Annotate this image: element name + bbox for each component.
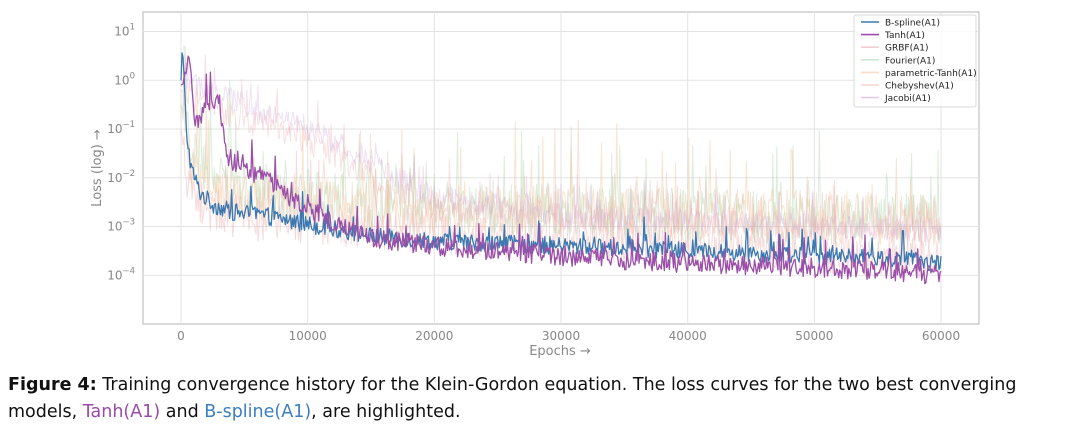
caption-text-1: Training convergence history for the Kle… [8, 375, 1017, 422]
x-tick-label: 50000 [795, 329, 833, 343]
caption-text-2: and [160, 402, 205, 422]
legend-label: Tanh(A1) [884, 31, 925, 41]
series-lines [180, 45, 942, 285]
y-tick-label: 10−4 [107, 266, 135, 282]
caption-bspline-name: B-spline(A1) [204, 402, 312, 422]
y-tick-label: 100 [114, 71, 135, 87]
series-line-parametric-tanh-a1 [180, 91, 942, 247]
series-line-tanh-a1 [180, 55, 942, 285]
x-tick-label: 10000 [289, 329, 327, 343]
y-tick-label: 10−2 [107, 169, 135, 185]
y-tick-label: 10−3 [107, 218, 135, 234]
legend-label: B-spline(A1) [885, 19, 940, 29]
x-tick-label: 30000 [542, 329, 580, 343]
y-tick-label: 101 [114, 23, 135, 39]
legend-label: GRBF(A1) [885, 44, 928, 54]
loss-chart: 0 10000 20000 30000 40000 50000 60000 10−4 10−3… [90, 11, 980, 359]
caption-text-3: , are highlighted. [311, 402, 461, 422]
series-line-jacobi-a1 [180, 59, 942, 243]
x-tick-label: 40000 [669, 329, 707, 343]
series-line-fourier-a1 [180, 45, 942, 246]
series-line-b-spline-a1 [180, 52, 942, 272]
legend: B-spline(A1) Tanh(A1) GRBF(A1) Fourier(A1) p… [853, 14, 977, 108]
x-tick-label: 20000 [415, 329, 453, 343]
x-axis-label: Epochs → [529, 344, 591, 359]
legend-label: Jacobi(A1) [884, 94, 931, 104]
x-tick-label: 60000 [922, 329, 960, 343]
legend-box [853, 14, 977, 108]
x-tick-label: 0 [177, 329, 185, 343]
legend-label: Chebyshev(A1) [885, 82, 954, 92]
caption-label: Figure 4: [8, 375, 97, 395]
x-tick-labels: 0 10000 20000 30000 40000 50000 60000 [177, 329, 960, 343]
figure-caption: Figure 4: Training convergence history f… [8, 372, 1074, 426]
y-tick-label: 10−1 [107, 120, 135, 136]
series-line-chebyshev-a1 [180, 53, 942, 246]
caption-tanh-name: Tanh(A1) [82, 402, 161, 422]
legend-label: parametric-Tanh(A1) [885, 69, 977, 79]
y-axis-label: Loss (log) → [90, 129, 105, 207]
y-tick-labels: 10−4 10−3 10−2 10−1 100 101 [107, 23, 135, 283]
legend-label: Fourier(A1) [885, 56, 935, 66]
